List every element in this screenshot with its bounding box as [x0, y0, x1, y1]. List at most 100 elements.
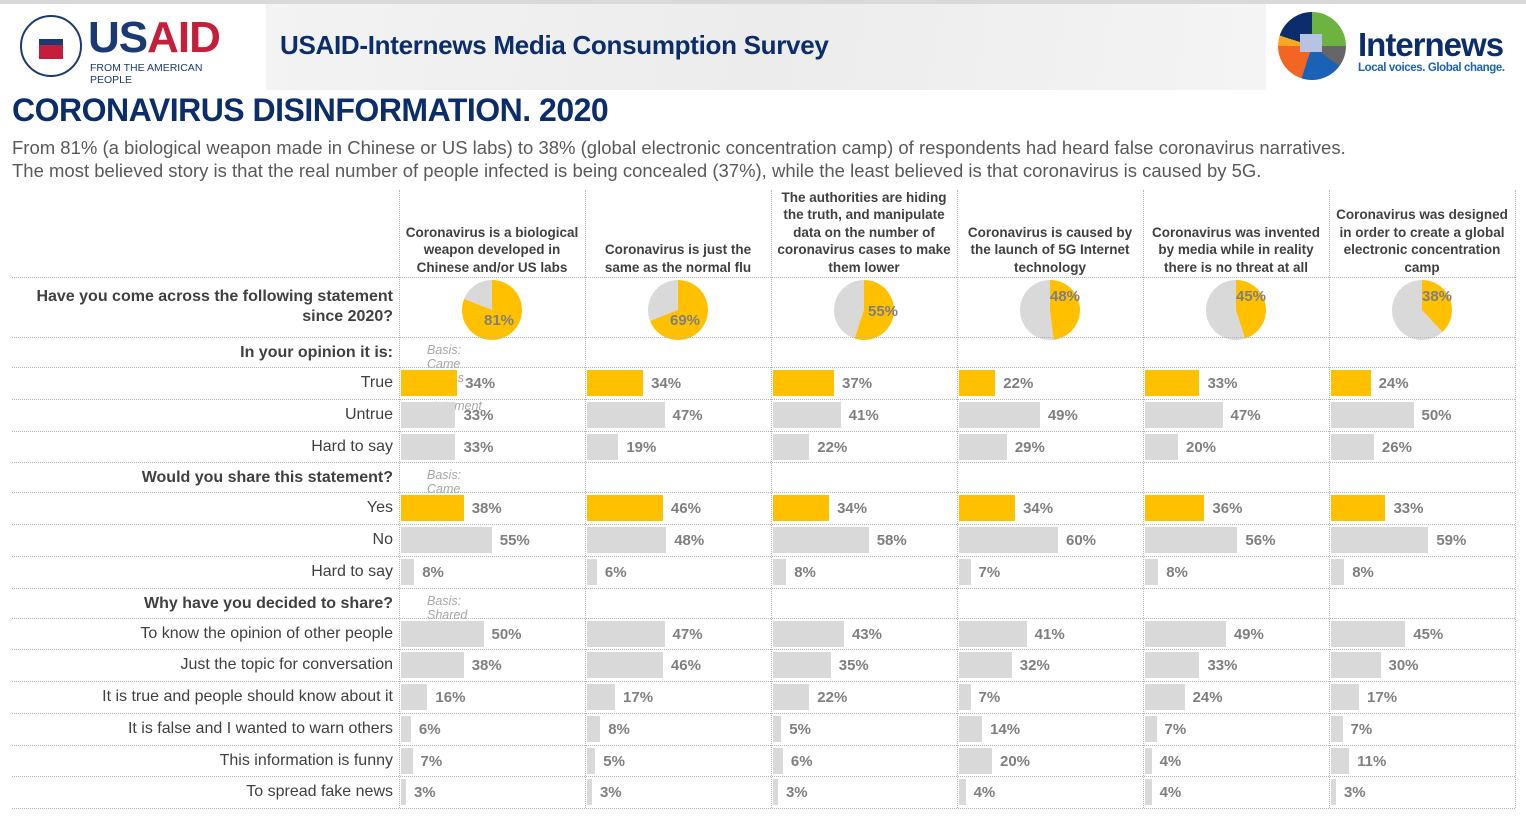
bar-neutral [587, 401, 665, 428]
awareness-pie [648, 280, 708, 340]
bar-neutral [1145, 401, 1223, 428]
bar-neutral [1331, 715, 1343, 742]
bar-neutral [1331, 433, 1374, 460]
bar-value: 35% [838, 657, 869, 675]
bar-highlight [401, 495, 464, 522]
bar-neutral [401, 401, 456, 428]
column-divider [957, 190, 958, 808]
bar-value: 22% [817, 438, 848, 456]
bar-neutral [401, 779, 406, 806]
awareness-pie-label: 45% [1236, 288, 1267, 305]
bar-neutral [401, 558, 415, 585]
bar-value: 60% [1066, 532, 1097, 549]
bar-highlight [773, 495, 830, 522]
bar-value: 36% [1212, 500, 1243, 518]
bar-neutral [959, 779, 966, 806]
grid-divider [12, 337, 1515, 338]
bar-neutral [401, 715, 411, 742]
bar-neutral [773, 401, 841, 428]
bar-highlight [1331, 370, 1371, 396]
bar-neutral [1331, 779, 1336, 806]
bar-highlight [1331, 495, 1386, 522]
bar-value: 30% [1388, 657, 1419, 675]
bar-neutral [1145, 684, 1185, 710]
row-label: To know the opinion of other people [140, 624, 393, 642]
bar-neutral [1331, 747, 1350, 774]
statement-header: Coronavirus is caused by the launch of 5… [967, 224, 1133, 275]
bar-value: 8% [1352, 563, 1374, 581]
bar-neutral [959, 527, 1058, 553]
bar-neutral [587, 527, 667, 553]
bar-value: 5% [789, 720, 811, 738]
bar-neutral [959, 620, 1027, 647]
awareness-pie-label: 81% [484, 312, 515, 329]
awareness-pie-label: 69% [670, 312, 701, 329]
bar-value: 3% [785, 784, 808, 802]
bar-neutral [959, 715, 983, 742]
bar-neutral [587, 684, 616, 710]
bar-value: 38% [471, 500, 502, 518]
row-label: No [372, 531, 393, 548]
bar-value: 34% [837, 500, 868, 518]
row-label: It is false and I wanted to warn others [127, 719, 393, 737]
bar-value: 56% [1245, 532, 1276, 549]
awareness-pie-label: 55% [868, 303, 899, 320]
bar-value: 50% [491, 625, 522, 643]
bar-highlight [773, 370, 835, 396]
bar-neutral [1331, 401, 1414, 428]
bar-neutral [401, 684, 428, 710]
bar-neutral [773, 747, 783, 774]
top-border [0, 0, 1526, 4]
bar-value: 41% [1034, 625, 1065, 643]
bar-value: 33% [463, 438, 494, 456]
column-divider [1329, 190, 1330, 808]
grid-divider [12, 462, 1515, 464]
bar-value: 7% [1164, 720, 1187, 738]
bar-value: 32% [1019, 657, 1050, 675]
bar-value: 45% [1413, 625, 1444, 643]
grid-divider [12, 776, 1515, 778]
bar-neutral [1331, 620, 1406, 647]
bar-neutral [1331, 527, 1429, 553]
bar-value: 7% [978, 689, 1001, 706]
bar-value: 22% [1003, 375, 1034, 392]
bar-value: 8% [608, 720, 630, 738]
bar-neutral [401, 433, 456, 460]
bar-neutral [587, 715, 601, 742]
bar-value: 49% [1047, 406, 1078, 424]
bar-neutral [401, 652, 464, 679]
bar-highlight [587, 495, 663, 522]
bar-value: 6% [418, 720, 441, 738]
internews-mark-icon [1278, 12, 1346, 80]
bar-neutral [587, 779, 592, 806]
row-label: Yes [366, 499, 393, 517]
bar-value: 22% [817, 689, 848, 706]
bar-neutral [1145, 715, 1157, 742]
bar-value: 4% [973, 784, 996, 802]
row-label: Just the topic for conversation [180, 656, 393, 674]
bar-neutral [587, 558, 597, 585]
bar-value: 59% [1436, 532, 1467, 549]
column-divider [1515, 190, 1516, 808]
grid-divider [12, 649, 1515, 651]
section-question: In your opinion it is: [240, 344, 393, 361]
bar-value: 34% [651, 375, 682, 392]
bar-value: 3% [1343, 784, 1366, 802]
bar-neutral [1145, 779, 1152, 806]
bar-neutral [773, 527, 869, 553]
bar-value: 49% [1233, 625, 1264, 643]
bar-neutral [773, 779, 778, 806]
bar-value: 34% [465, 375, 496, 392]
bar-value: 11% [1357, 752, 1387, 770]
bar-highlight [587, 370, 644, 396]
row-label: It is true and people should know about … [102, 688, 393, 705]
bar-value: 58% [876, 532, 907, 549]
bar-value: 3% [413, 784, 436, 802]
bar-value: 55% [499, 532, 530, 549]
grid-divider [12, 398, 1515, 400]
usaid-wordmark: USAID [88, 15, 221, 61]
column-divider [1143, 190, 1144, 808]
bar-neutral [401, 620, 484, 647]
bar-value: 7% [978, 563, 1001, 581]
statement-header: Coronavirus is a biological weapon devel… [405, 224, 579, 275]
